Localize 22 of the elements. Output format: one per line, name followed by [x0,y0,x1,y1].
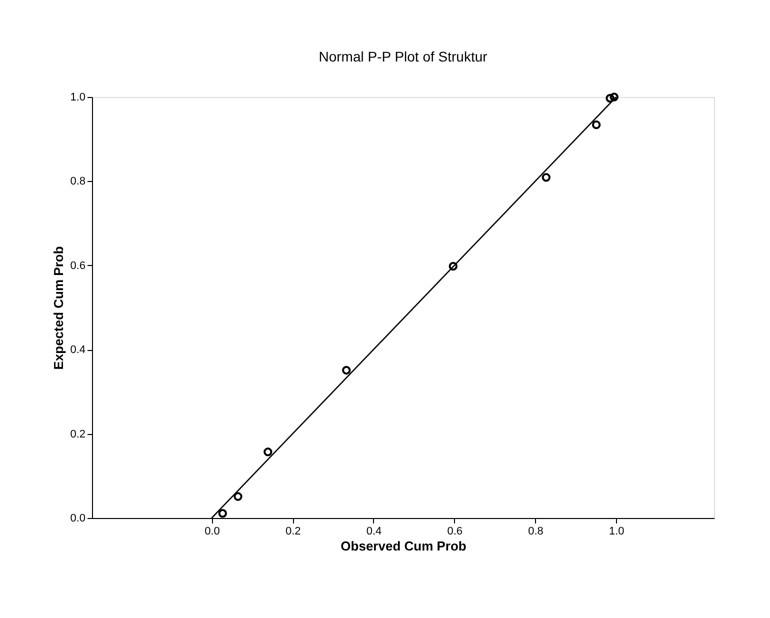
x-tick-label: 0.0 [204,526,220,538]
y-tick-label: 0.8 [70,176,86,188]
y-axis-title: Expected Cum Prob [51,246,66,370]
y-tick-label: 0.2 [70,428,86,440]
x-tick-label: 0.4 [366,526,382,538]
point [342,366,351,375]
point [592,120,601,130]
point [264,448,272,456]
x-tick-label: 0.6 [447,526,463,538]
x-tick-label: 1.0 [608,526,624,538]
y-tick-label: 0.6 [70,260,86,272]
point [542,173,551,182]
point [218,509,227,518]
x-axis-title: Observed Cum Prob [340,538,466,554]
x-tick-label: 0.8 [528,526,544,538]
y-tick-label: 1.0 [70,92,86,104]
y-tick-label: 0.4 [70,344,86,356]
y-tick-label: 0.0 [70,512,86,524]
x-tick-label: 0.2 [285,526,301,538]
point [448,262,458,271]
chart-title: Normal P-P Plot of Struktur [318,48,488,65]
point [234,492,242,501]
